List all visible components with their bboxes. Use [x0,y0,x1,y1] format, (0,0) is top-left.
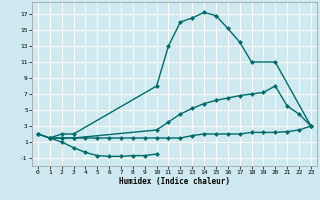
X-axis label: Humidex (Indice chaleur): Humidex (Indice chaleur) [119,177,230,186]
